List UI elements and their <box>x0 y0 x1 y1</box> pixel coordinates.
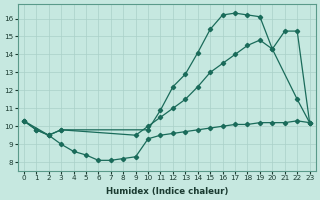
X-axis label: Humidex (Indice chaleur): Humidex (Indice chaleur) <box>106 187 228 196</box>
